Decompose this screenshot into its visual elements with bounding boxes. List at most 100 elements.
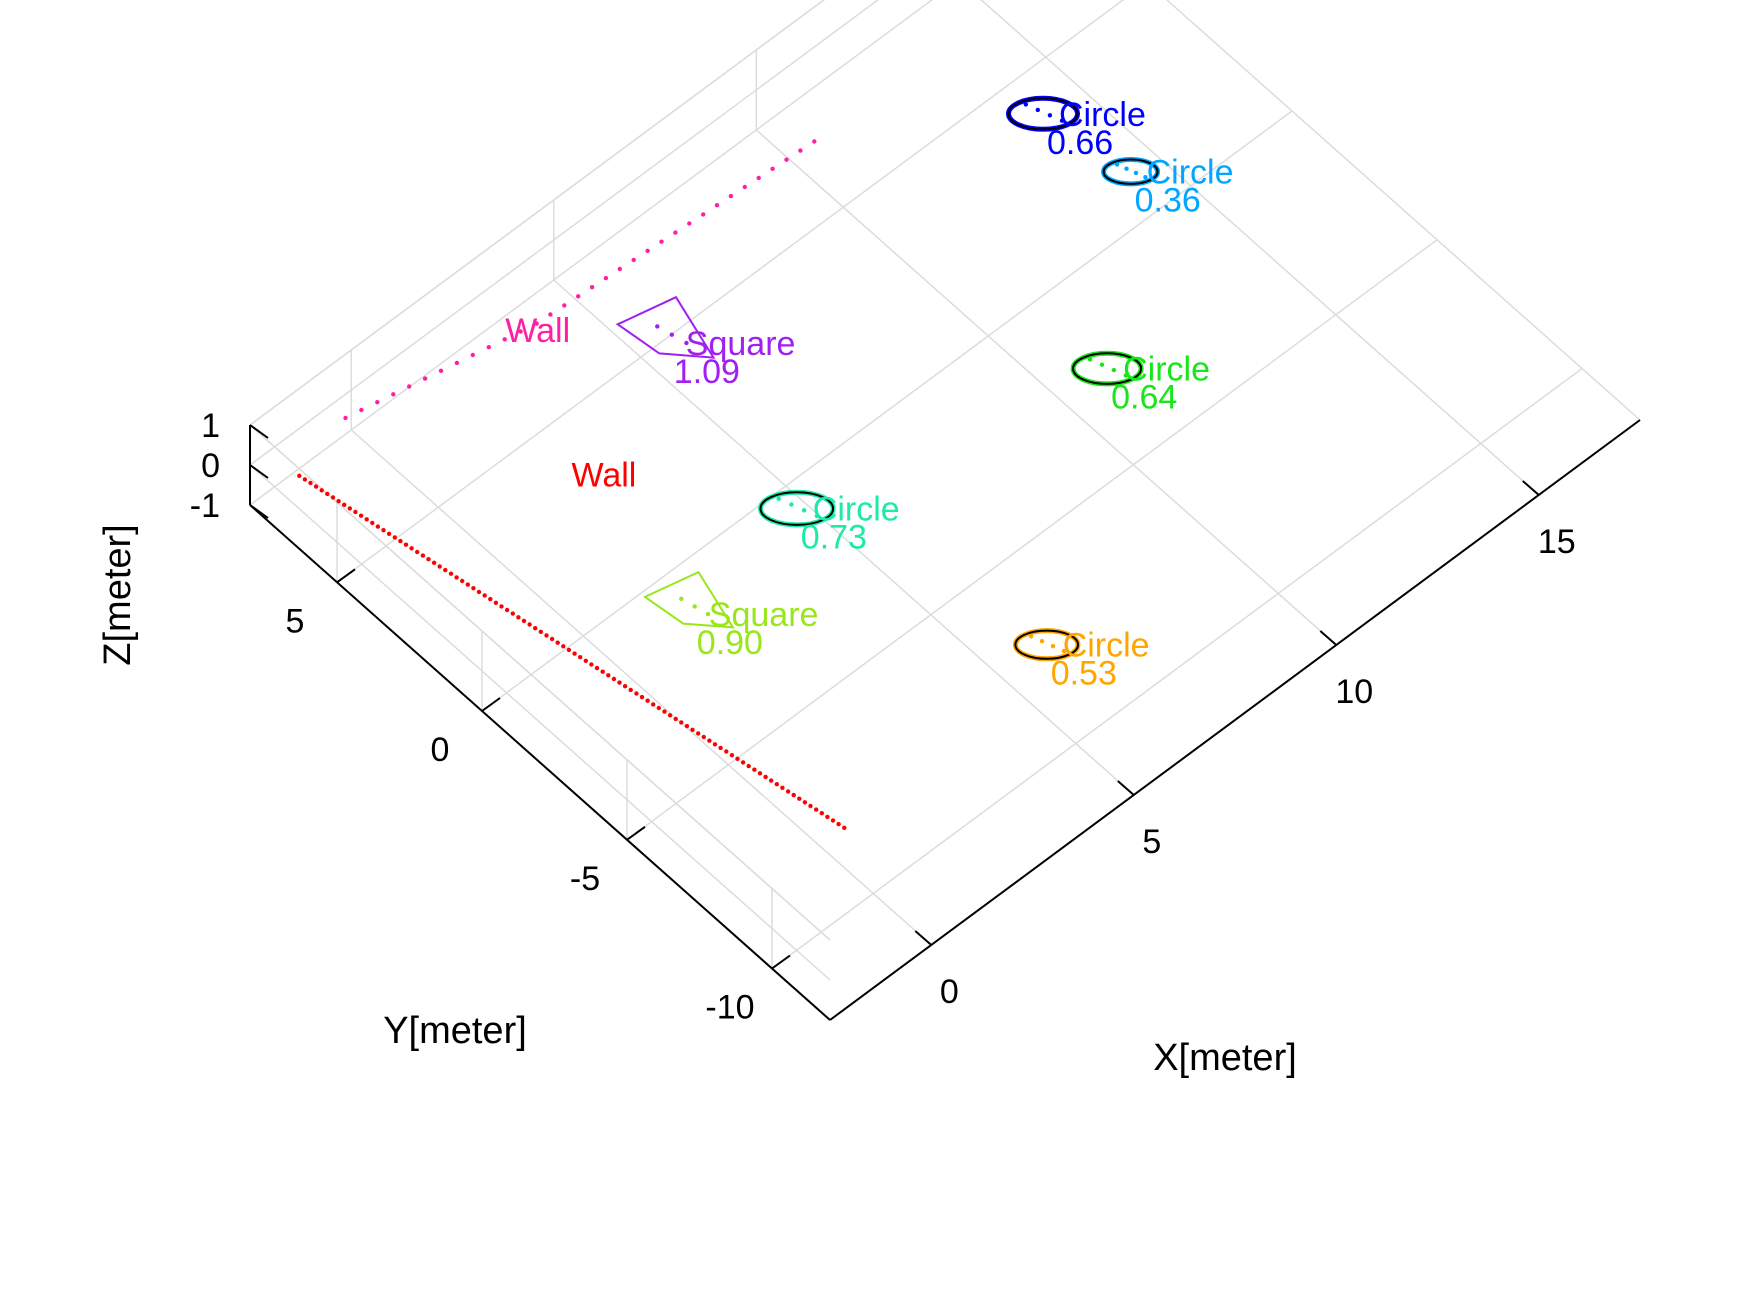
z-tick xyxy=(249,504,269,519)
wall-point xyxy=(420,553,426,558)
object-score-label: 0.53 xyxy=(1051,655,1117,693)
wall-point xyxy=(438,368,444,373)
wall-point xyxy=(690,727,695,732)
wall-point xyxy=(576,294,581,299)
wall-point xyxy=(589,662,594,667)
object-score-label: 1.09 xyxy=(674,353,740,391)
wall-point xyxy=(313,484,319,489)
grid-back-z xyxy=(249,0,826,426)
box-edge xyxy=(249,0,826,426)
wall-point xyxy=(342,502,347,507)
object-point xyxy=(789,502,794,507)
object-point xyxy=(1035,107,1041,113)
wall-point xyxy=(460,578,465,584)
wall-point xyxy=(651,702,656,707)
wall-point xyxy=(521,618,527,624)
wall-point xyxy=(634,691,639,696)
wall-point xyxy=(746,763,751,769)
wall-point xyxy=(448,571,454,576)
wall-point xyxy=(409,546,414,551)
wall-point xyxy=(659,239,664,244)
wall-point xyxy=(814,807,819,812)
y-tick-label: -5 xyxy=(570,860,600,898)
x-tick xyxy=(1319,630,1337,646)
wall-point xyxy=(729,753,735,758)
wall-point xyxy=(415,549,420,555)
wall-point xyxy=(392,535,397,540)
y-tick-label: 5 xyxy=(286,602,305,640)
wall-point xyxy=(465,582,470,587)
object-point xyxy=(1028,634,1034,639)
x-tick xyxy=(1117,780,1135,796)
wall-point xyxy=(662,709,667,714)
wall-point xyxy=(471,586,476,591)
y-tick xyxy=(771,954,791,970)
x-tick-label: 5 xyxy=(1142,823,1161,861)
wall-point xyxy=(808,803,813,809)
x-tick-label: 10 xyxy=(1335,673,1373,711)
x-axis-line xyxy=(829,419,1641,1021)
wall-series xyxy=(297,473,847,830)
wall-point xyxy=(518,329,523,334)
object-point xyxy=(1124,166,1129,171)
data-layer: WallWallCircle0.66Square1.09Circle0.36Ci… xyxy=(297,95,1234,830)
wall-point xyxy=(673,230,678,235)
wall-point xyxy=(830,818,836,823)
y-tick-label: 0 xyxy=(431,731,450,769)
object-point xyxy=(1050,643,1056,649)
wall-point xyxy=(656,705,661,711)
wall-point xyxy=(504,607,510,613)
wall-point xyxy=(548,312,553,317)
square-outline xyxy=(615,295,716,359)
x-axis-label: X[meter] xyxy=(1153,1037,1297,1079)
wall-point xyxy=(687,221,692,226)
wall-point xyxy=(454,575,459,580)
wall-point xyxy=(791,792,796,798)
wall-point xyxy=(454,360,460,366)
wall-point xyxy=(617,680,622,685)
wall-point xyxy=(358,513,364,518)
wall-point xyxy=(798,148,803,153)
y-tick xyxy=(626,825,646,841)
wall-point xyxy=(544,633,549,638)
wall-point xyxy=(422,376,428,381)
wall-point xyxy=(486,345,491,350)
grid-back-z xyxy=(249,0,880,466)
x-tick-label: 15 xyxy=(1538,523,1576,561)
wall-point xyxy=(673,716,678,722)
object-point xyxy=(1047,113,1053,118)
wall-point xyxy=(343,415,348,421)
object-shape-label: Circle xyxy=(1147,154,1234,192)
wall-point xyxy=(825,814,830,820)
object-point xyxy=(1133,170,1139,176)
grid-lines xyxy=(249,0,1641,1021)
grid-floor-x xyxy=(755,129,1337,646)
wall-point xyxy=(330,495,336,500)
y-axis-line xyxy=(249,504,831,1021)
object-point xyxy=(669,332,674,337)
object-point xyxy=(1143,175,1148,180)
wall-point xyxy=(802,800,808,805)
wall-point xyxy=(398,538,403,544)
object-score-label: 0.73 xyxy=(801,519,867,557)
x-tick xyxy=(914,930,932,946)
object-point xyxy=(1114,162,1120,167)
wall-point xyxy=(679,720,684,725)
wall-point xyxy=(488,596,493,602)
wall-point xyxy=(533,626,538,631)
wall-point xyxy=(712,742,718,747)
grid-floor-x xyxy=(553,279,1135,796)
wall-point xyxy=(645,698,650,703)
wall-point xyxy=(359,407,364,413)
circle-outline-inner xyxy=(759,491,835,526)
wall-point xyxy=(347,506,352,511)
wall-point xyxy=(631,257,636,263)
wall-point xyxy=(297,473,302,478)
object-shape-label: Circle xyxy=(813,491,900,529)
grid-floor-y xyxy=(481,110,1293,712)
object-shape-label: Square xyxy=(686,325,796,363)
wall-point xyxy=(780,785,785,790)
